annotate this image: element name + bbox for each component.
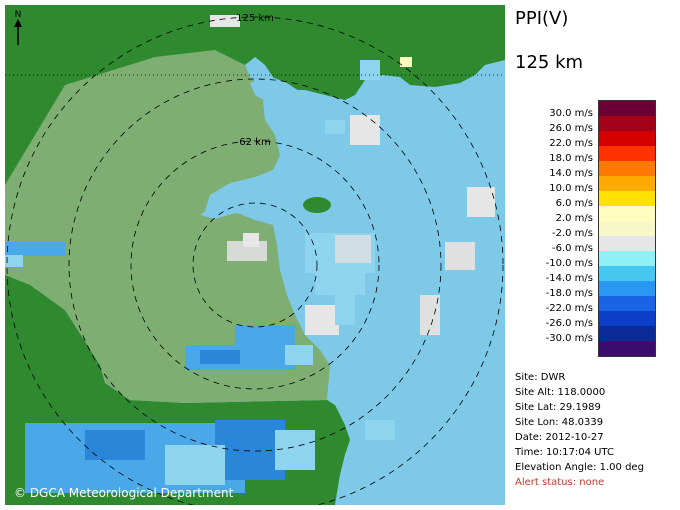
- legend-color-swatch: [599, 176, 655, 191]
- range-label-inner: 62 km: [239, 137, 270, 148]
- legend-label: -22.0 m/s: [545, 303, 593, 314]
- range-label-outer: 125 km: [236, 13, 274, 24]
- legend-label: 2.0 m/s: [555, 213, 593, 224]
- range-rings: [6, 16, 504, 505]
- legend-label: -18.0 m/s: [545, 288, 593, 299]
- southern-coast-sea: [335, 425, 505, 505]
- legend-color-swatch: [599, 251, 655, 266]
- legend-color-swatch: [599, 206, 655, 221]
- site-longitude: Site Lon: 48.0339: [515, 417, 604, 428]
- legend-color-swatch: [599, 161, 655, 176]
- legend-color-swatch: [599, 116, 655, 131]
- alert-status: Alert status: none: [515, 477, 605, 488]
- legend-label: -6.0 m/s: [551, 243, 593, 254]
- failaka-island: [303, 197, 331, 213]
- copyright-notice: © DGCA Meteorological Department: [14, 486, 234, 500]
- legend-color-swatch: [599, 311, 655, 326]
- radar-echoes: [5, 15, 495, 493]
- legend-label: 6.0 m/s: [555, 198, 593, 209]
- radar-map: 125 km 62 km N: [5, 5, 505, 505]
- product-range: 125 km: [515, 52, 584, 73]
- legend-label: -2.0 m/s: [551, 228, 593, 239]
- legend-colorbar: [598, 100, 656, 357]
- legend-label: -10.0 m/s: [545, 258, 593, 269]
- kuwait-territory: [5, 50, 330, 403]
- legend-label: 14.0 m/s: [549, 168, 593, 179]
- scan-date: Date: 2012-10-27: [515, 432, 604, 443]
- legend-color-swatch: [599, 326, 655, 341]
- side-panel: PPI(V) 125 km 30.0 m/s 26.0 m/s 22.0 m/s 18…: [505, 0, 680, 510]
- legend-color-swatch: [599, 221, 655, 236]
- north-label: N: [15, 10, 22, 20]
- color-legend: 30.0 m/s 26.0 m/s 22.0 m/s 18.0 m/s 14.0 m/s…: [505, 100, 680, 360]
- kuwait-bay: [200, 173, 295, 219]
- legend-color-swatch: [599, 296, 655, 311]
- legend-color-swatch: [599, 341, 655, 356]
- elevation-angle: Elevation Angle: 1.00 deg: [515, 462, 644, 473]
- scan-time: Time: 10:17:04 UTC: [515, 447, 614, 458]
- legend-label: -26.0 m/s: [545, 318, 593, 329]
- legend-label: 26.0 m/s: [549, 123, 593, 134]
- legend-label: 22.0 m/s: [549, 138, 593, 149]
- legend-color-swatch: [599, 146, 655, 161]
- legend-color-swatch: [599, 281, 655, 296]
- legend-color-swatch: [599, 191, 655, 206]
- legend-label: 30.0 m/s: [549, 108, 593, 119]
- legend-label: 10.0 m/s: [549, 183, 593, 194]
- site-name: Site: DWR: [515, 372, 566, 383]
- bubiyan-channel: [250, 75, 315, 117]
- product-title: PPI(V): [515, 8, 569, 29]
- legend-color-swatch: [599, 131, 655, 146]
- legend-color-swatch: [599, 266, 655, 281]
- north-arrow: N: [14, 10, 22, 45]
- legend-label: -14.0 m/s: [545, 273, 593, 284]
- legend-color-swatch: [599, 101, 655, 116]
- legend-label: 18.0 m/s: [549, 153, 593, 164]
- site-altitude: Site Alt: 118.0000: [515, 387, 606, 398]
- legend-label: -30.0 m/s: [545, 333, 593, 344]
- site-latitude: Site Lat: 29.1989: [515, 402, 601, 413]
- legend-color-swatch: [599, 236, 655, 251]
